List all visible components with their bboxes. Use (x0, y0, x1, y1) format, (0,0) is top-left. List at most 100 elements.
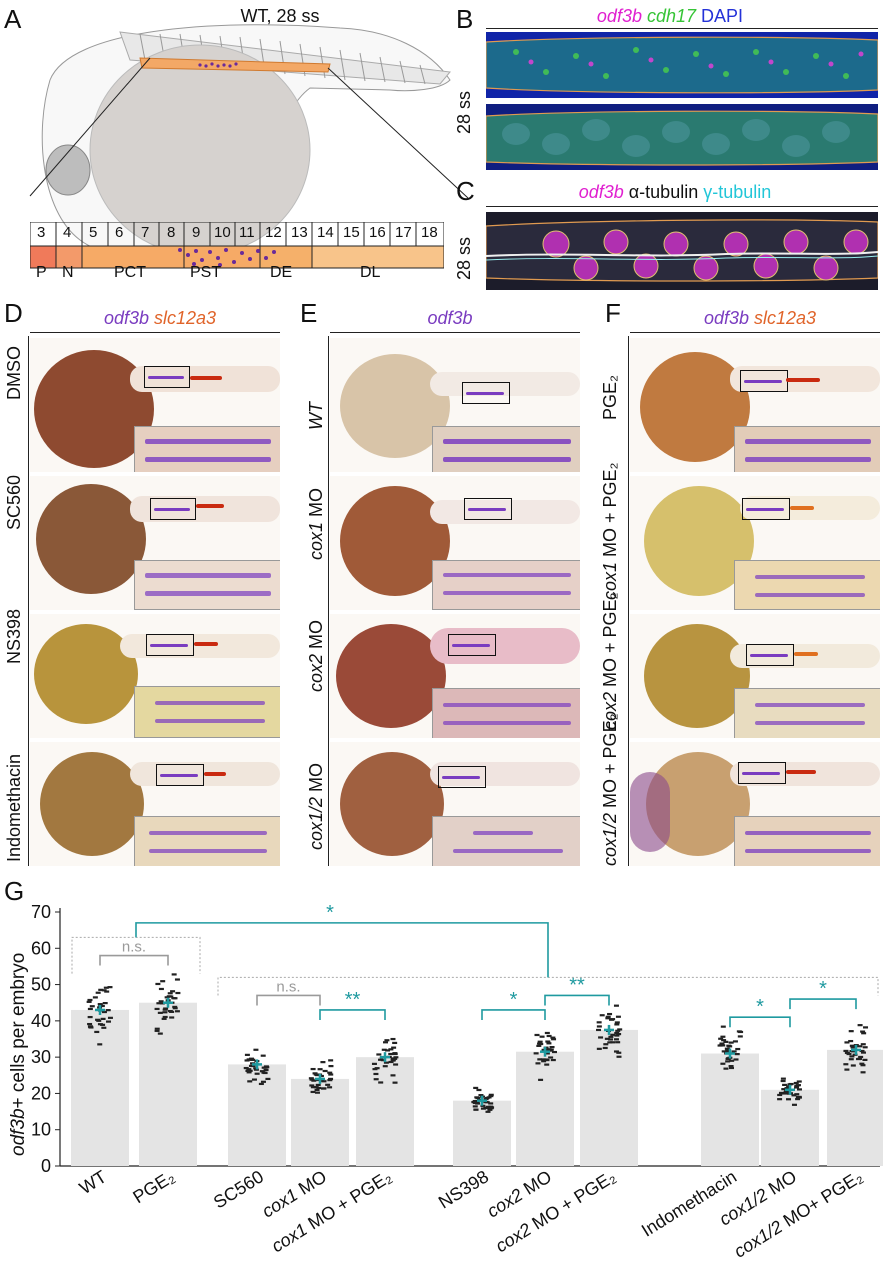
bar (453, 1100, 511, 1166)
panel-a-title: WT, 28 ss (240, 6, 320, 26)
stain-label: odf3b (578, 182, 624, 202)
segment-label: 8 (167, 224, 176, 241)
panel-label-e: E (300, 298, 318, 328)
bar (291, 1078, 349, 1166)
significance-bracket (99, 954, 169, 966)
significance-label: ** (345, 989, 361, 1011)
y-tick-label: 10 (31, 1120, 51, 1140)
embryo-schematic (29, 24, 469, 258)
significance-label: n.s. (276, 978, 300, 995)
significance-label: * (326, 902, 334, 924)
embryo-image (330, 476, 580, 610)
bar (827, 1049, 883, 1166)
header-rule (30, 332, 280, 333)
stain-label: α-tubulin (628, 182, 699, 202)
data-points (371, 1037, 399, 1084)
significance-label: n.s. (122, 939, 146, 956)
segment-label: 15 (343, 224, 360, 241)
panel-label-b: B (456, 4, 474, 34)
row-label-e: cox1/2 MO (306, 762, 326, 850)
x-tick-label: PGE₂ (129, 1166, 178, 1207)
embryo-image (630, 614, 880, 738)
segment-label: 14 (317, 224, 334, 241)
region-label: DL (360, 264, 381, 281)
panel-d-header: odf3b slc12a3 (60, 308, 260, 329)
stain-label: cdh17 (646, 6, 697, 26)
segment-label: 10 (214, 224, 231, 241)
significance-label: * (756, 996, 764, 1018)
bar (580, 1029, 638, 1166)
stain-label: odf3b (596, 6, 642, 26)
stain-label: odf3b (427, 308, 473, 328)
x-tick-label: cox2 MO + PGE₂ (492, 1166, 619, 1256)
significance-bracket (729, 1016, 791, 1028)
embryo-image (630, 338, 880, 472)
significance-label: ** (569, 974, 585, 996)
embryo-image (30, 476, 280, 610)
y-axis-label: odf3b+ cells per embryo (8, 953, 29, 1156)
significance-bracket (481, 1009, 546, 1020)
panel-c-header: odf3b α-tubulin γ-tubulin (540, 182, 810, 203)
significance-bracket (319, 1009, 386, 1020)
y-tick-label: 20 (31, 1083, 51, 1103)
x-tick-label: cox1 MO + PGE₂ (268, 1166, 395, 1256)
y-tick-label: 30 (31, 1047, 51, 1067)
stain-label: slc12a3 (754, 308, 817, 328)
significance-bracket (256, 994, 321, 1006)
panel-label-g: G (4, 876, 25, 906)
row-label-d: NS398 (4, 608, 24, 664)
data-points (777, 1077, 802, 1106)
row-label-e: WT (306, 402, 326, 430)
region-label: P (36, 264, 47, 281)
segment-label: 18 (421, 224, 438, 241)
bar (761, 1089, 819, 1166)
segment-label: 13 (291, 224, 308, 241)
embryo-image (30, 338, 280, 472)
panel-b-header: odf3b cdh17 DAPI (560, 6, 780, 27)
row-label-f: cox1 MO + PGE₂ (600, 462, 620, 600)
embryo-image (630, 742, 880, 866)
panel-label-d: D (4, 298, 23, 328)
significance-bracket (789, 998, 857, 1010)
stage-label: 28 ss (454, 90, 474, 134)
header-rule (330, 332, 580, 333)
group-box (217, 976, 879, 996)
embryo-image (30, 742, 280, 866)
panel-e-header: odf3b (380, 308, 520, 329)
segment-label: 9 (192, 224, 201, 241)
segment-label: 7 (141, 224, 150, 241)
row-label-f: PGE₂ (600, 375, 620, 420)
panel-f-header: odf3b slc12a3 (660, 308, 860, 329)
embryo-image (330, 742, 580, 866)
region-label: N (62, 264, 74, 281)
significance-label: * (510, 989, 518, 1011)
stage-label: 28 ss (454, 236, 474, 280)
bar (228, 1064, 286, 1166)
segment-label: 17 (395, 224, 412, 241)
bar (516, 1051, 574, 1166)
bar (71, 1009, 129, 1166)
region-label: PST (190, 264, 222, 281)
stain-label: γ-tubulin (703, 182, 772, 202)
data-points (154, 973, 181, 1035)
y-tick-label: 0 (41, 1156, 51, 1176)
confocal-image-b2 (486, 104, 878, 170)
confocal-image-b1 (486, 32, 878, 98)
significance-bracket (544, 994, 610, 1006)
header-rule (630, 332, 880, 333)
embryo-image (330, 338, 580, 472)
stain-label: odf3b (703, 308, 749, 328)
row-label-d: DMSO (4, 346, 24, 400)
row-label-e: cox2 MO (306, 619, 326, 692)
bar-chart: 0 10 20 30 40 50 60 70 odf3b+ cells per embryo WT… (8, 902, 883, 1262)
row-separator (328, 336, 329, 866)
segment-label: 6 (115, 224, 124, 241)
y-tick-label: 70 (31, 902, 51, 922)
y-tick-label: 60 (31, 938, 51, 958)
embryo-image (630, 476, 880, 610)
bar (701, 1053, 759, 1166)
stain-label: slc12a3 (154, 308, 217, 328)
significance-bracket (135, 922, 549, 978)
embryo-image (330, 614, 580, 738)
panel-label-f: F (605, 298, 621, 328)
